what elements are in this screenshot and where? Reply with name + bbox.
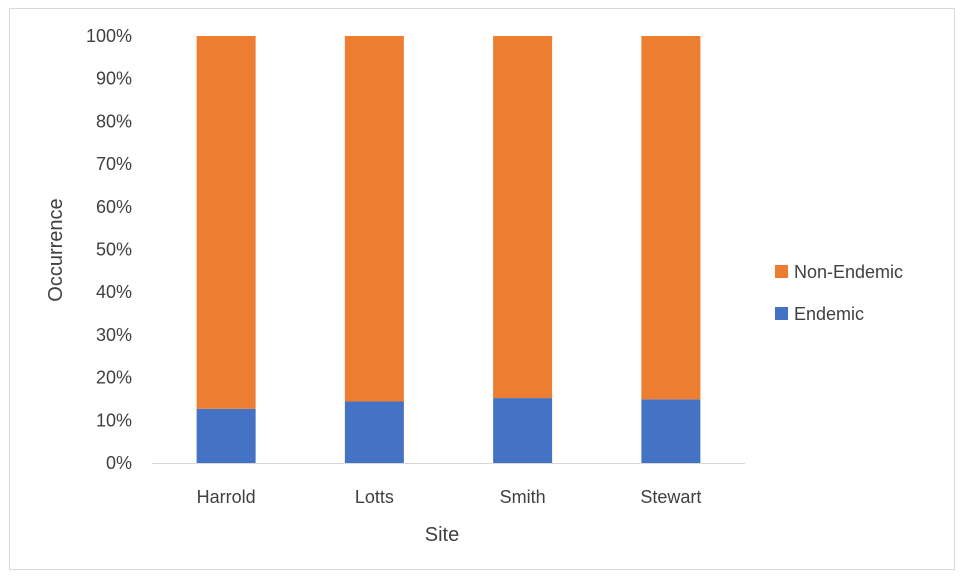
y-tick-label: 10% [96, 410, 132, 430]
legend-swatch-non-endemic [775, 265, 788, 278]
bar-non-endemic-stewart [641, 36, 701, 400]
y-tick-label: 50% [96, 240, 132, 260]
bar-endemic-stewart [641, 399, 701, 463]
bar-non-endemic-lotts [344, 36, 404, 402]
y-axis-ticks: 0% 10% 20% 30% 40% 50% 60% 70% 80% 90% 100% [86, 26, 132, 473]
y-tick-label: 80% [96, 111, 132, 131]
x-tick-label: Lotts [355, 487, 394, 507]
bar-endemic-harrold [196, 408, 256, 463]
x-tick-label: Harrold [197, 487, 256, 507]
x-axis-title: Site [425, 524, 459, 546]
bar-endemic-smith [493, 398, 553, 463]
y-tick-label: 70% [96, 154, 132, 174]
legend-label-non-endemic: Non-Endemic [794, 262, 903, 282]
legend: Non-Endemic Endemic [775, 262, 903, 324]
y-tick-label: 20% [96, 368, 132, 388]
y-tick-label: 100% [86, 26, 132, 46]
y-tick-label: 60% [96, 197, 132, 217]
legend-swatch-endemic [775, 307, 788, 320]
y-axis-title: Occurrence [45, 198, 67, 301]
y-tick-label: 90% [96, 69, 132, 89]
y-tick-label: 0% [106, 453, 132, 473]
bar-non-endemic-smith [493, 36, 553, 399]
x-tick-label: Smith [500, 487, 546, 507]
legend-label-endemic: Endemic [794, 304, 864, 324]
bars [196, 36, 701, 463]
chart-frame [9, 8, 955, 570]
y-tick-label: 40% [96, 282, 132, 302]
x-tick-label: Stewart [640, 487, 701, 507]
bar-endemic-lotts [344, 401, 404, 463]
bar-non-endemic-harrold [196, 36, 256, 409]
y-tick-label: 30% [96, 325, 132, 345]
x-axis-ticks: Harrold Lotts Smith Stewart [197, 487, 702, 507]
